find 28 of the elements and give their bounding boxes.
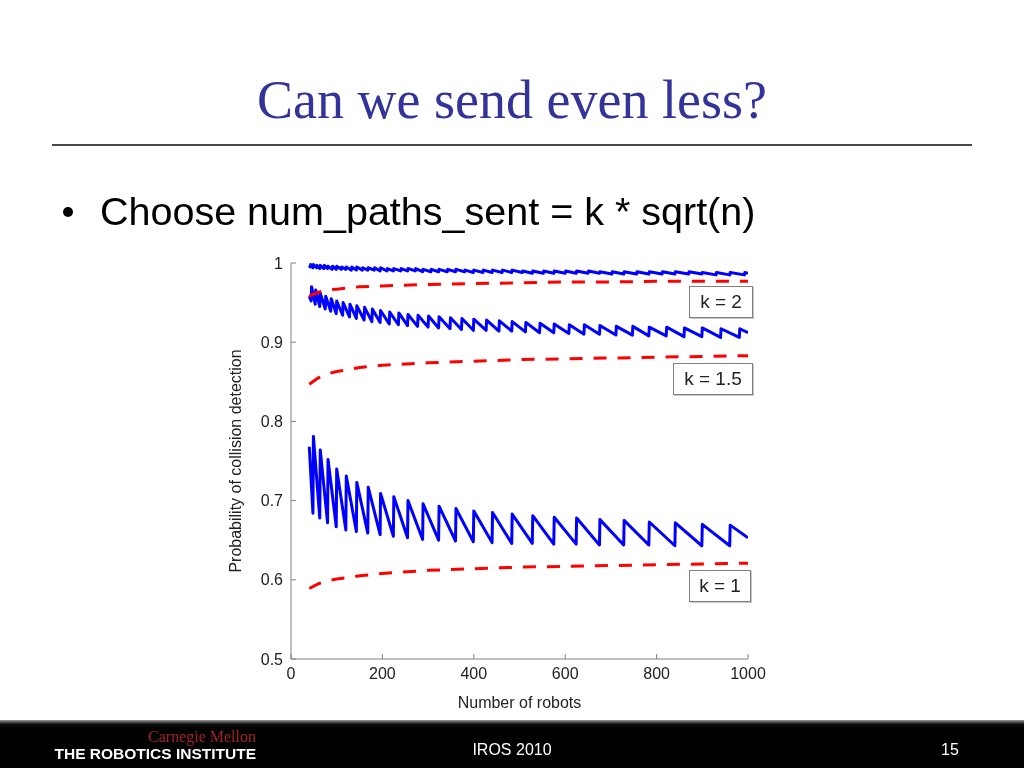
- annotation: k = 1: [699, 575, 741, 597]
- y-tick-label: 0.7: [260, 492, 284, 510]
- line-series: [307, 285, 748, 339]
- text: IROS 2010: [471, 740, 553, 760]
- y-tick-label: 0.9: [260, 333, 284, 351]
- x-tick-label: 0: [286, 665, 296, 683]
- x-tick-label: 400: [460, 665, 488, 683]
- annotation: k = 1.5: [684, 368, 742, 390]
- y-tick-label: 0.8: [260, 413, 284, 431]
- x-tick-label: 200: [369, 665, 396, 683]
- text: THE ROBOTICS INSTITUTE: [53, 745, 256, 763]
- x-axis-title: Number of robots: [456, 693, 583, 713]
- text: 15: [940, 740, 960, 760]
- y-tick-label: 0.5: [260, 650, 284, 668]
- x-tick-label: 1000: [730, 665, 766, 683]
- line-series: [307, 434, 748, 548]
- y-tick-label: 1: [274, 254, 284, 272]
- chart-title: Can we send even less?: [256, 69, 768, 131]
- x-tick-label: 600: [551, 665, 579, 683]
- chart-subtitle: Choose num_paths_sent = k * sqrt(n): [100, 188, 756, 234]
- line-series: [307, 561, 748, 591]
- text: Carnegie Mellon: [147, 728, 256, 746]
- y-axis-title: Probability of collision detection: [226, 349, 245, 573]
- annotation: k = 2: [700, 291, 742, 313]
- y-tick-label: 0.6: [260, 571, 284, 589]
- line-series: [307, 263, 748, 277]
- x-tick-label: 800: [643, 665, 671, 683]
- line-series: [307, 354, 748, 386]
